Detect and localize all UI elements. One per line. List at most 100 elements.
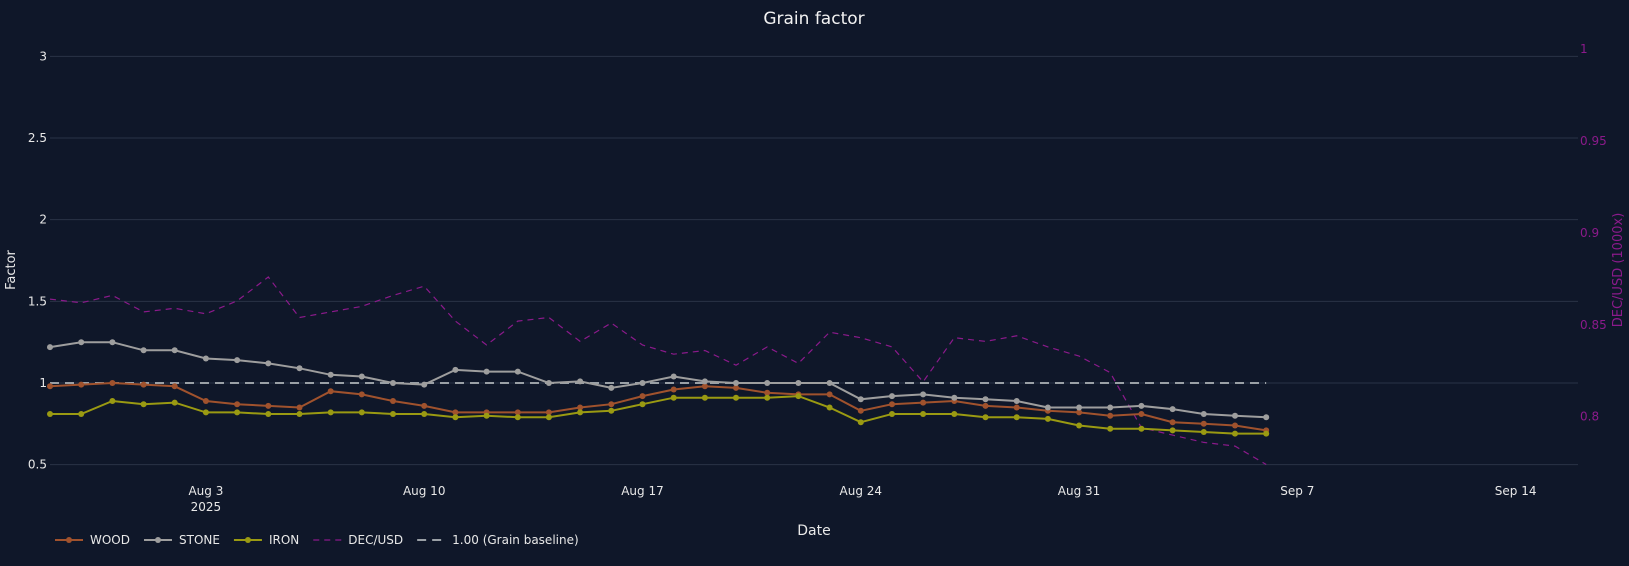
data-point-iron — [826, 404, 833, 411]
data-point-iron — [670, 394, 677, 401]
data-point-wood — [327, 388, 334, 395]
legend-item-dec-usd: DEC/USD — [313, 533, 403, 547]
axes-layer: 0.5 1 1.5 2 2.5 3 0.8 0.85 0.9 0.95 1 Aug 3 2025 Aug … — [28, 42, 1607, 514]
data-point-wood — [140, 381, 147, 388]
data-point-iron — [390, 411, 396, 417]
data-point-wood — [764, 389, 771, 396]
y2-tick-label: 1 — [1580, 42, 1588, 56]
data-point-stone — [1107, 404, 1114, 411]
data-point-iron — [202, 409, 209, 416]
x-tick-label: Aug 17 — [621, 484, 664, 498]
y2-tick-label: 0.95 — [1580, 134, 1607, 148]
data-point-iron — [1200, 429, 1207, 435]
legend: WOOD STONE IRON DEC/USD 1.00 (Grain baseline… — [55, 533, 579, 547]
data-point-wood — [857, 407, 864, 414]
data-point-stone — [1200, 411, 1207, 417]
data-point-iron — [109, 398, 116, 404]
data-point-iron — [920, 411, 927, 417]
data-point-wood — [608, 401, 615, 408]
data-point-stone — [47, 344, 53, 351]
data-point-stone — [701, 378, 708, 385]
data-point-iron — [140, 401, 147, 408]
data-point-iron — [795, 393, 802, 400]
data-point-iron — [1107, 425, 1114, 432]
legend-item-1-00-grain-baseline: 1.00 (Grain baseline) — [417, 533, 579, 547]
data-point-stone — [140, 347, 147, 354]
legend-marker — [155, 537, 161, 543]
data-point-stone — [608, 384, 615, 391]
data-point-wood — [1076, 409, 1083, 416]
y-tick-label: 2 — [39, 213, 47, 227]
y-tick-label: 0.5 — [28, 458, 47, 472]
data-point-wood — [265, 402, 272, 409]
data-point-stone — [1232, 412, 1238, 419]
y-tick-label: 3 — [39, 49, 47, 63]
data-point-iron — [452, 414, 459, 421]
data-point-wood — [889, 401, 895, 408]
y2-tick-label: 0.8 — [1580, 410, 1599, 424]
y2-tick-label: 0.9 — [1580, 226, 1599, 240]
x-axis-title: Date — [797, 523, 830, 539]
data-point-wood — [1107, 412, 1114, 419]
data-point-stone — [1044, 404, 1051, 411]
data-point-stone — [951, 394, 958, 401]
data-point-iron — [764, 394, 771, 401]
legend-label: IRON — [269, 533, 299, 547]
data-point-iron — [1232, 430, 1238, 437]
series-line-iron — [50, 395, 1267, 435]
data-point-stone — [296, 365, 303, 372]
legend-marker — [66, 537, 72, 543]
data-point-iron — [358, 409, 365, 416]
y2-tick-label: 0.85 — [1580, 318, 1607, 332]
data-point-stone — [889, 393, 895, 400]
data-point-wood — [234, 401, 241, 408]
data-point-stone — [1169, 406, 1176, 413]
data-point-stone — [670, 373, 677, 380]
data-point-iron — [951, 411, 958, 417]
data-point-iron — [1169, 427, 1176, 434]
data-point-wood — [701, 383, 708, 390]
x-tick-label: Aug 24 — [840, 484, 883, 498]
data-point-stone — [577, 378, 584, 385]
data-point-wood — [390, 398, 396, 404]
data-point-iron — [234, 409, 241, 416]
gridlines — [50, 55, 1578, 466]
data-point-wood — [670, 386, 677, 393]
data-point-stone — [421, 381, 428, 388]
x-tick-label: Sep 7 — [1280, 484, 1314, 498]
data-point-iron — [733, 394, 739, 401]
legend-label: 1.00 (Grain baseline) — [452, 533, 579, 547]
data-point-stone — [1263, 414, 1270, 421]
data-point-stone — [358, 373, 365, 380]
y2-axis-title: DEC/USD (1000x) — [1611, 213, 1626, 328]
legend-item-iron: IRON — [233, 533, 299, 547]
data-point-iron — [296, 411, 303, 417]
legend-marker — [244, 537, 251, 543]
x-tick-label: Aug 3 — [188, 484, 223, 498]
data-point-iron — [577, 409, 584, 416]
data-point-stone — [109, 339, 116, 346]
data-point-wood — [545, 409, 552, 416]
data-point-wood — [1169, 419, 1176, 426]
data-point-iron — [545, 414, 552, 421]
data-point-iron — [514, 414, 521, 421]
data-point-wood — [577, 404, 584, 411]
legend-label: WOOD — [90, 533, 130, 547]
data-point-iron — [421, 411, 428, 417]
data-point-wood — [1013, 404, 1020, 411]
data-point-wood — [47, 383, 53, 390]
data-point-iron — [327, 409, 334, 416]
data-point-iron — [78, 411, 85, 417]
series-line-stone — [49, 341, 1267, 419]
data-point-iron — [1013, 414, 1020, 421]
data-point-wood — [296, 404, 303, 411]
data-point-stone — [327, 371, 334, 378]
data-point-stone — [1013, 398, 1020, 404]
data-point-wood — [1138, 411, 1145, 417]
data-point-iron — [1044, 415, 1051, 422]
data-point-iron — [47, 411, 53, 417]
data-point-iron — [265, 411, 272, 417]
data-point-stone — [390, 380, 396, 386]
